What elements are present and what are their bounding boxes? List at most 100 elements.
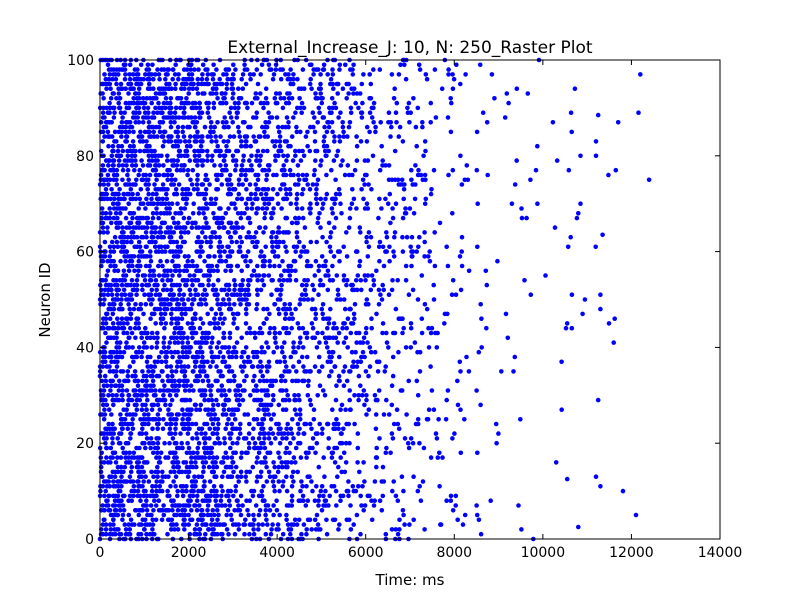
spike-point — [109, 220, 114, 226]
spike-point — [274, 115, 280, 120]
spike-point — [184, 397, 189, 403]
spike-point — [101, 105, 106, 111]
spike-point — [105, 129, 111, 135]
spike-point — [371, 503, 377, 508]
spike-point — [335, 148, 341, 154]
spike-point — [150, 527, 155, 532]
spike-point — [458, 369, 463, 374]
spike-point — [194, 105, 199, 111]
spike-point — [235, 407, 241, 413]
spike-point — [295, 172, 301, 178]
spike-point — [203, 431, 208, 436]
spike-point — [391, 421, 397, 427]
spike-point — [359, 81, 365, 87]
spike-point — [147, 440, 152, 446]
spike-point — [263, 86, 269, 91]
spike-point — [170, 522, 176, 527]
spike-point — [365, 254, 371, 259]
spike-point — [178, 359, 183, 365]
spike-point — [414, 143, 420, 149]
spike-point — [353, 349, 358, 355]
spike-point — [153, 91, 159, 96]
spike-point — [543, 273, 548, 278]
spike-point — [366, 182, 371, 187]
spike-point — [372, 349, 378, 355]
spike-point — [145, 397, 150, 403]
spike-point — [506, 100, 511, 106]
spike-point — [315, 177, 321, 183]
spike-point — [262, 187, 268, 192]
spike-point — [148, 292, 154, 298]
spike-point — [261, 273, 267, 278]
spike-point — [185, 335, 190, 341]
spike-point — [273, 474, 278, 480]
spike-point — [136, 349, 142, 355]
spike-point — [100, 211, 105, 216]
spike-point — [332, 100, 337, 106]
spike-point — [282, 431, 287, 436]
spike-point — [205, 67, 210, 72]
spike-point — [358, 139, 364, 144]
spike-point — [255, 239, 260, 245]
spike-point — [172, 72, 178, 77]
spike-point — [175, 527, 181, 532]
spike-point — [455, 402, 461, 408]
spike-point — [115, 512, 121, 518]
spike-point — [368, 349, 374, 355]
spike-point — [156, 273, 162, 278]
spike-point — [263, 96, 269, 101]
spike-point — [147, 129, 152, 135]
spike-point — [124, 163, 129, 168]
spike-point — [225, 182, 231, 187]
spike-point — [231, 493, 236, 499]
spike-point — [364, 139, 370, 144]
spike-point — [118, 81, 124, 87]
spike-point — [155, 426, 160, 432]
spike-point — [282, 354, 287, 360]
spike-point — [401, 187, 407, 192]
spike-point — [203, 234, 208, 240]
spike-point — [231, 378, 237, 384]
spike-point — [283, 172, 289, 178]
spike-point — [209, 522, 214, 527]
spike-point — [278, 96, 284, 101]
spike-point — [332, 134, 337, 139]
spike-point — [416, 62, 422, 68]
spike-point — [263, 120, 268, 125]
spike-point — [343, 407, 348, 413]
spike-point — [178, 249, 183, 254]
spike-point — [116, 201, 121, 206]
spike-point — [289, 474, 295, 480]
spike-point — [118, 258, 123, 264]
spike-point — [144, 388, 150, 393]
spike-point — [321, 115, 327, 120]
spike-point — [353, 488, 359, 494]
spike-point — [131, 254, 137, 259]
spike-point — [177, 148, 183, 154]
spike-point — [204, 76, 210, 82]
spike-point — [131, 493, 136, 499]
spike-point — [572, 86, 578, 91]
spike-point — [224, 86, 230, 91]
spike-point — [400, 249, 406, 254]
spike-point — [293, 278, 299, 283]
spike-point — [119, 484, 124, 489]
spike-point — [99, 215, 104, 221]
spike-point — [294, 191, 300, 197]
spike-point — [219, 220, 225, 226]
spike-point — [484, 120, 490, 125]
spike-point — [205, 445, 210, 451]
spike-point — [263, 508, 269, 513]
spike-point — [227, 254, 233, 259]
spike-point — [164, 421, 169, 427]
spike-point — [254, 460, 259, 465]
spike-point — [118, 349, 123, 355]
spike-point — [210, 76, 216, 82]
spike-point — [215, 531, 220, 537]
spike-point — [153, 239, 158, 245]
spike-point — [362, 503, 368, 508]
spike-point — [153, 393, 158, 398]
spike-point — [141, 311, 146, 317]
spike-point — [337, 67, 342, 72]
spike-point — [309, 426, 314, 432]
